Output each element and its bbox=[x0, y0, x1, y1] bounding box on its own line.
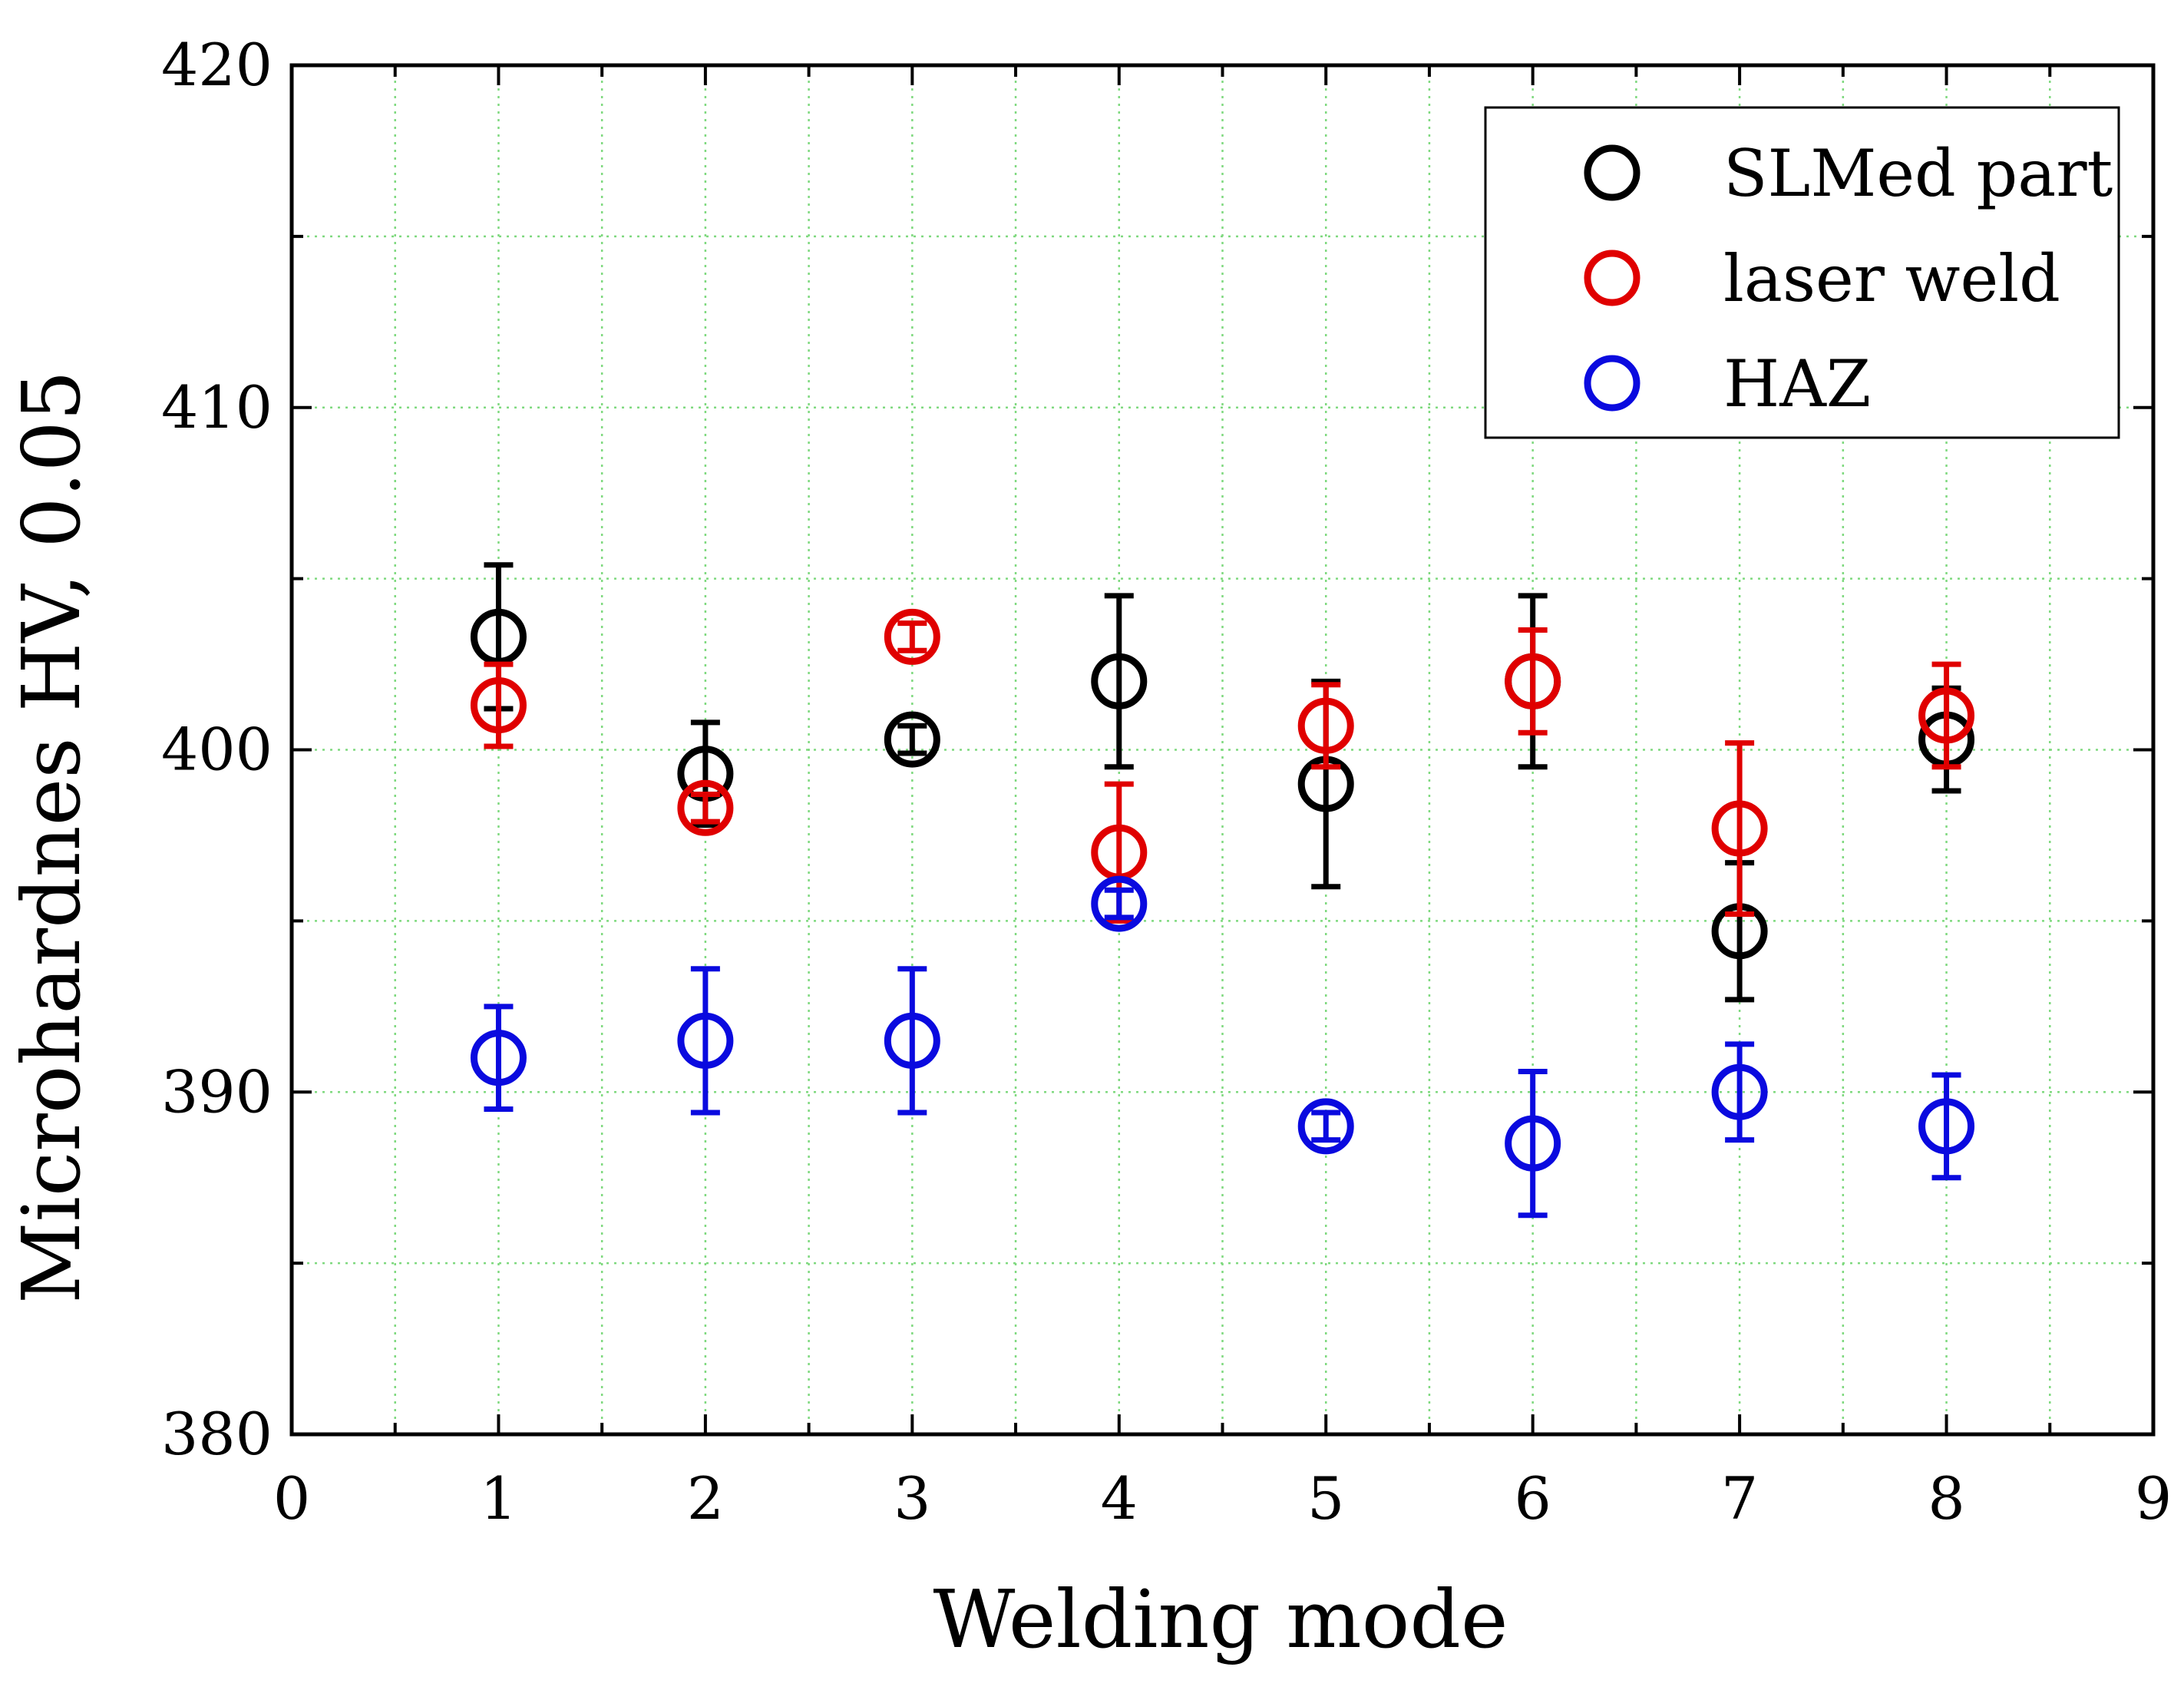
data-point bbox=[677, 1012, 734, 1069]
data-point bbox=[1091, 875, 1148, 932]
data-point bbox=[1297, 697, 1354, 754]
data-point bbox=[1297, 1098, 1354, 1155]
legend-marker bbox=[1584, 355, 1640, 412]
x-tick-label: 9 bbox=[2135, 1464, 2172, 1533]
data-point bbox=[1711, 1063, 1768, 1120]
x-tick-label: 2 bbox=[687, 1464, 724, 1533]
x-tick-label: 8 bbox=[1928, 1464, 1964, 1533]
data-point bbox=[470, 1030, 527, 1086]
x-tick-label: 5 bbox=[1307, 1464, 1344, 1533]
y-axis-title: Microhardnes HV, 0.05 bbox=[5, 370, 98, 1304]
data-point bbox=[470, 677, 527, 734]
axis-ticks: 0 1 2 3 4 5 6 7 8 9 380 390 400 410 420 bbox=[161, 31, 2172, 1533]
legend-marker bbox=[1584, 250, 1640, 306]
data-point bbox=[1091, 653, 1148, 709]
data-point bbox=[677, 779, 734, 836]
data-point bbox=[884, 711, 940, 768]
x-tick-label: 3 bbox=[894, 1464, 930, 1533]
legend-label: laser weld bbox=[1723, 241, 2060, 316]
legend-marker bbox=[1584, 144, 1640, 201]
data-point bbox=[884, 1012, 940, 1069]
legend: SLMed part laser weld HAZ bbox=[1484, 106, 2120, 439]
data-point bbox=[1505, 1115, 1561, 1172]
data-point bbox=[884, 608, 940, 665]
series-haz bbox=[470, 875, 1975, 1219]
x-tick-label: 4 bbox=[1101, 1464, 1138, 1533]
y-tick-label: 400 bbox=[161, 716, 273, 784]
x-axis-title: Welding mode bbox=[933, 1573, 1508, 1666]
series-laser-weld bbox=[470, 608, 1975, 924]
x-tick-label: 7 bbox=[1721, 1464, 1758, 1533]
legend-label: SLMed part bbox=[1723, 136, 2113, 211]
data-point bbox=[1918, 687, 1975, 744]
y-tick-label: 410 bbox=[161, 373, 273, 442]
x-tick-label: 1 bbox=[480, 1464, 517, 1533]
y-tick-label: 390 bbox=[161, 1057, 273, 1126]
y-tick-label: 380 bbox=[161, 1400, 273, 1468]
data-point bbox=[1711, 800, 1768, 857]
legend-label: HAZ bbox=[1723, 346, 1871, 422]
data-point bbox=[470, 608, 527, 665]
series-layer bbox=[470, 562, 1975, 1219]
data-point bbox=[1505, 653, 1561, 709]
x-tick-label: 0 bbox=[273, 1464, 310, 1533]
data-point bbox=[1918, 1098, 1975, 1155]
x-tick-label: 6 bbox=[1514, 1464, 1551, 1533]
y-tick-label: 420 bbox=[161, 31, 273, 99]
